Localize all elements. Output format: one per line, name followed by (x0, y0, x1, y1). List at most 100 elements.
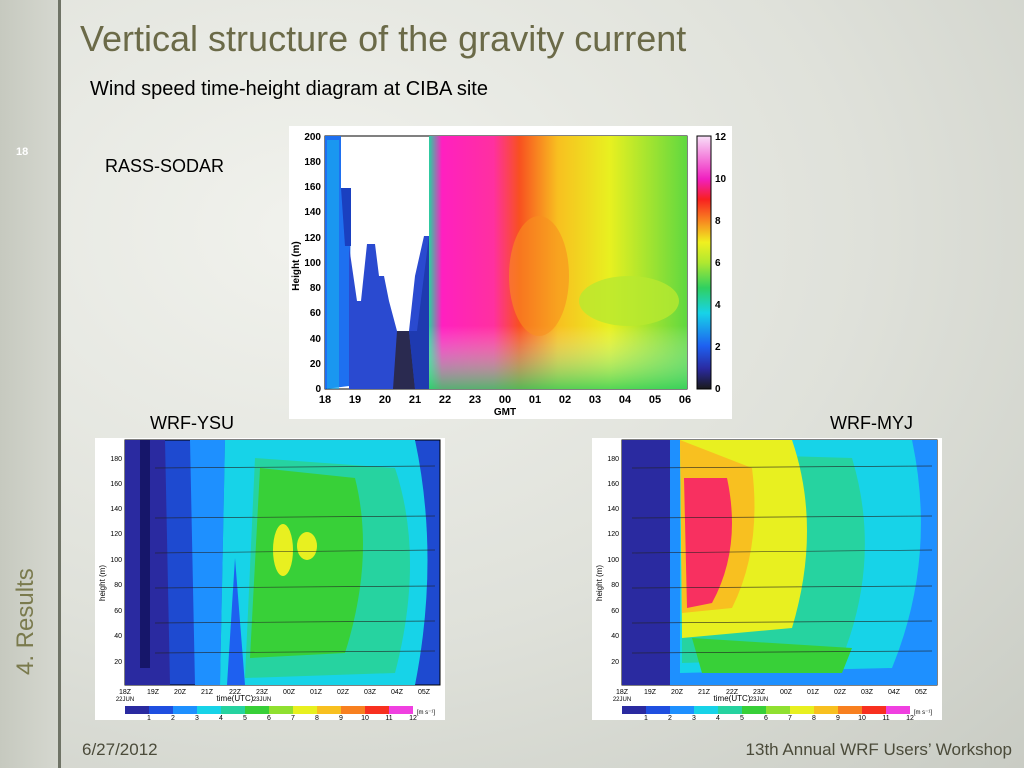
sidebar-divider (58, 0, 61, 768)
svg-text:11: 11 (385, 715, 392, 720)
svg-text:2: 2 (668, 715, 672, 720)
svg-text:7: 7 (291, 715, 295, 720)
ysu-y-ticks: 20 40 60 80 100 120 140 160 180 (110, 456, 122, 666)
svg-text:140: 140 (304, 207, 321, 218)
myj-cbar-ticks: 1 2 3 4 5 6 7 8 9 10 11 12 (644, 715, 914, 722)
svg-text:20: 20 (310, 359, 322, 370)
svg-text:12: 12 (409, 715, 417, 720)
ysu-cbar-ticks: 1 2 3 4 5 6 7 8 9 10 11 12 (147, 715, 417, 722)
svg-text:6: 6 (764, 715, 768, 720)
ysu-colorbar (125, 706, 413, 714)
myj-label: WRF-MYJ (830, 413, 913, 433)
rass-cbar-ticks: 0 2 4 6 8 10 12 (715, 132, 727, 395)
svg-text:05Z: 05Z (418, 689, 431, 696)
svg-text:10: 10 (361, 715, 369, 720)
svg-text:8: 8 (812, 715, 816, 720)
svg-text:180: 180 (110, 456, 122, 463)
rass-ylabel: Height (m) (291, 241, 302, 290)
rass-y-ticks: 0 20 40 60 80 100 120 140 160 180 200 (304, 132, 321, 395)
svg-text:60: 60 (114, 608, 122, 615)
ysu-cbar-unit: [m s⁻¹] (417, 710, 435, 716)
svg-text:4: 4 (715, 300, 721, 311)
svg-text:23: 23 (469, 394, 481, 406)
svg-text:01Z: 01Z (807, 689, 820, 696)
footer-date: 6/27/2012 (82, 740, 158, 759)
svg-text:22Z: 22Z (229, 689, 242, 696)
svg-text:5: 5 (243, 715, 247, 720)
svg-text:6: 6 (715, 258, 721, 269)
svg-text:140: 140 (607, 506, 619, 513)
myj-ylabel: height (m) (595, 565, 604, 601)
svg-text:04Z: 04Z (391, 689, 404, 696)
svg-text:60: 60 (310, 308, 322, 319)
svg-text:60: 60 (611, 608, 619, 615)
rass-xlabel: GMT (494, 407, 516, 418)
svg-text:21Z: 21Z (201, 689, 214, 696)
slide-title: Vertical structure of the gravity curren… (80, 18, 687, 59)
svg-text:120: 120 (304, 233, 321, 244)
slide-subtitle: Wind speed time-height diagram at CIBA s… (90, 78, 488, 100)
rass-label: RASS-SODAR (105, 156, 225, 176)
svg-text:01Z: 01Z (310, 689, 323, 696)
svg-text:160: 160 (607, 481, 619, 488)
svg-text:12: 12 (715, 132, 727, 143)
svg-text:7: 7 (788, 715, 792, 720)
svg-text:23Z: 23Z (256, 689, 269, 696)
svg-text:80: 80 (114, 582, 122, 589)
svg-text:140: 140 (110, 506, 122, 513)
section-label: 4. Results (12, 568, 39, 675)
svg-text:1: 1 (147, 715, 151, 720)
svg-text:20: 20 (114, 659, 122, 666)
svg-text:04: 04 (619, 394, 632, 406)
svg-text:19Z: 19Z (644, 689, 657, 696)
myj-date1: 22JUN (613, 697, 631, 703)
svg-text:18Z: 18Z (616, 689, 629, 696)
svg-text:160: 160 (110, 481, 122, 488)
svg-text:00Z: 00Z (283, 689, 296, 696)
svg-text:100: 100 (110, 557, 122, 564)
svg-text:4: 4 (219, 715, 223, 720)
wrf-ysu-plot: 20 40 60 80 100 120 140 160 180 height (… (98, 439, 441, 722)
ysu-ylabel: height (m) (98, 565, 107, 601)
svg-text:22: 22 (439, 394, 451, 406)
wrf-myj-figure: 20 40 60 80 100 120 140 160 180 height (… (592, 438, 942, 722)
svg-text:03Z: 03Z (861, 689, 874, 696)
svg-text:0: 0 (715, 384, 721, 395)
svg-text:120: 120 (110, 531, 122, 538)
svg-text:200: 200 (304, 132, 321, 143)
svg-text:02Z: 02Z (337, 689, 350, 696)
ysu-date2: 23JUN (253, 697, 271, 703)
svg-text:02Z: 02Z (834, 689, 847, 696)
svg-text:100: 100 (607, 557, 619, 564)
wrf-myj-plot: 20 40 60 80 100 120 140 160 180 height (… (595, 439, 938, 722)
ysu-x-ticks: 18Z 19Z 20Z 21Z 22Z 23Z 00Z 01Z 02Z 03Z … (119, 689, 431, 696)
svg-text:8: 8 (715, 216, 721, 227)
svg-text:40: 40 (310, 334, 322, 345)
svg-text:10: 10 (858, 715, 866, 720)
svg-text:80: 80 (611, 582, 619, 589)
svg-text:04Z: 04Z (888, 689, 901, 696)
svg-text:80: 80 (310, 283, 322, 294)
svg-text:5: 5 (740, 715, 744, 720)
svg-text:120: 120 (607, 531, 619, 538)
svg-text:1: 1 (644, 715, 648, 720)
svg-text:3: 3 (692, 715, 696, 720)
svg-text:19: 19 (349, 394, 361, 406)
svg-text:20Z: 20Z (174, 689, 187, 696)
svg-text:9: 9 (339, 715, 343, 720)
svg-text:4: 4 (716, 715, 720, 720)
ysu-xlabel: time(UTC) (217, 694, 254, 703)
ysu-label: WRF-YSU (150, 413, 234, 433)
svg-text:12: 12 (906, 715, 914, 720)
svg-text:19Z: 19Z (147, 689, 160, 696)
svg-text:6: 6 (267, 715, 271, 720)
svg-text:03Z: 03Z (364, 689, 377, 696)
myj-y-ticks: 20 40 60 80 100 120 140 160 180 (607, 456, 619, 666)
footer-event: 13th Annual WRF Users’ Workshop (745, 740, 1012, 759)
svg-text:18Z: 18Z (119, 689, 132, 696)
slide-number: 18 (16, 146, 29, 158)
svg-text:20: 20 (379, 394, 391, 406)
svg-text:02: 02 (559, 394, 571, 406)
myj-x-ticks: 18Z 19Z 20Z 21Z 22Z 23Z 00Z 01Z 02Z 03Z … (616, 689, 928, 696)
svg-text:03: 03 (589, 394, 601, 406)
